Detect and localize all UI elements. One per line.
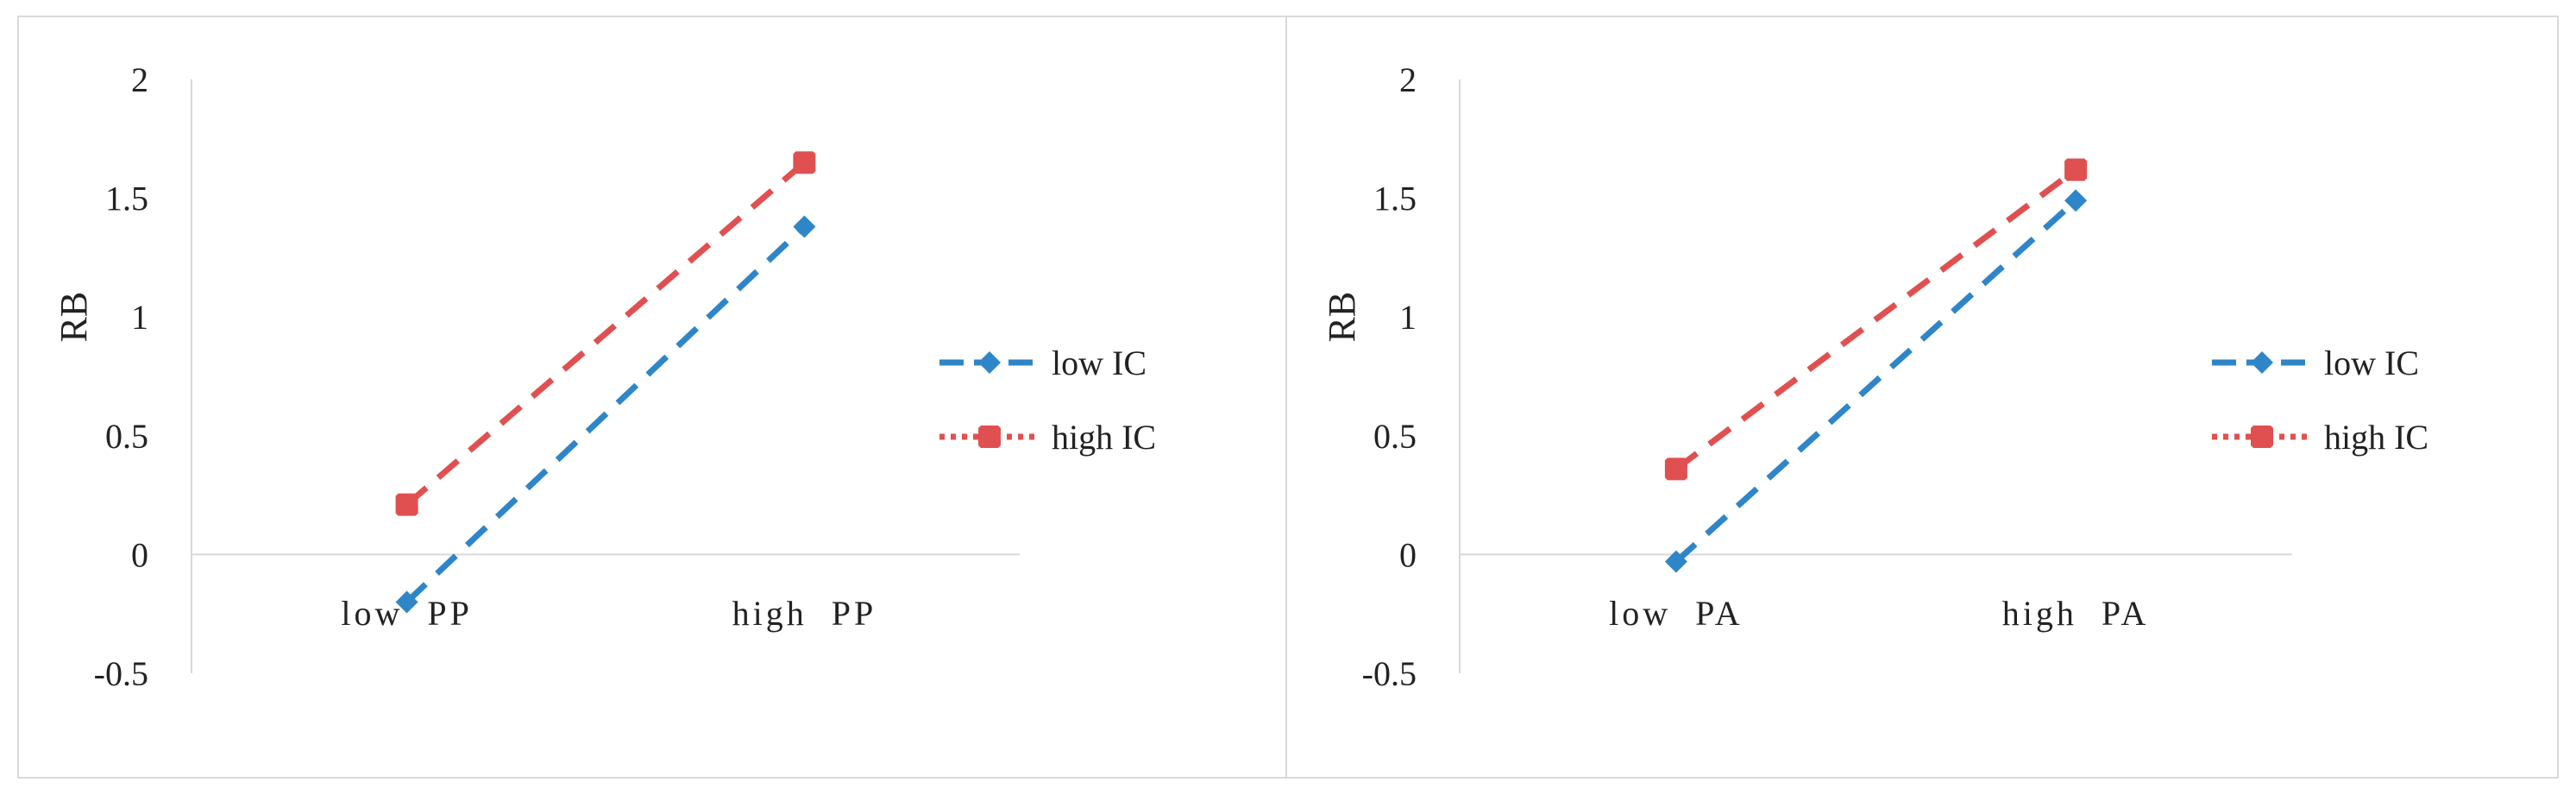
y-tick-label: 0	[131, 535, 148, 574]
legend-entry: low IC	[939, 344, 1147, 382]
legend-entry: high IC	[2212, 418, 2428, 457]
series-high-ic	[395, 151, 816, 516]
square-marker	[2064, 158, 2088, 181]
y-tick-label: 0	[1399, 535, 1417, 574]
y-tick-label: 1.5	[105, 180, 148, 218]
legend-diamond-icon	[978, 351, 1001, 374]
legend-diamond-icon	[2251, 351, 2273, 374]
legend-entry: high IC	[939, 418, 1156, 457]
y-tick-label: 1	[131, 298, 148, 337]
legend-square-icon	[2251, 426, 2273, 448]
legend-label: high IC	[1052, 418, 1156, 457]
y-tick-label: 2	[1399, 60, 1417, 99]
x-category-label: high PA	[2002, 594, 2150, 633]
square-marker	[395, 493, 418, 516]
square-marker	[793, 151, 816, 174]
chart-panel-right: -0.5 0 0.5 1 1.5 2 RB low PA high PA low IC high I…	[1285, 16, 2559, 779]
diamond-marker	[2064, 189, 2088, 212]
series-high-ic	[1664, 158, 2088, 481]
y-tick-label: 1	[1399, 298, 1417, 337]
series-low-ic	[1664, 189, 2088, 573]
y-tick-label: -0.5	[94, 654, 148, 693]
y-axis-label: RB	[53, 292, 95, 343]
series-line	[1674, 167, 2078, 472]
series-line	[1674, 198, 2078, 564]
legend-entry: low IC	[2212, 344, 2419, 382]
series-line	[405, 160, 807, 508]
y-tick-label: 1.5	[1373, 180, 1417, 218]
x-category-label: low PA	[1609, 594, 1743, 633]
y-tick-label: -0.5	[1362, 654, 1417, 693]
legend-square-icon	[978, 426, 1001, 448]
y-axis-label: RB	[1321, 292, 1363, 343]
chart-right: -0.5 0 0.5 1 1.5 2 RB low PA high PA low IC high I…	[1321, 60, 2428, 693]
series-line	[405, 224, 807, 604]
legend-label: low IC	[2324, 344, 2419, 382]
series-low-ic	[395, 215, 816, 614]
diamond-marker	[395, 590, 418, 614]
x-category-label: high PP	[732, 594, 877, 633]
diamond-marker	[1664, 550, 1687, 573]
diamond-marker	[793, 215, 816, 238]
legend-label: high IC	[2324, 418, 2428, 457]
y-tick-label: 2	[131, 60, 148, 99]
legend-label: low IC	[1052, 344, 1147, 382]
square-marker	[1664, 457, 1687, 481]
chart-panel-left: -0.5 0 0.5 1 1.5 2 RB low PP high PP low IC high I…	[17, 16, 1287, 779]
y-tick-label: 0.5	[105, 417, 148, 456]
y-tick-label: 0.5	[1373, 417, 1417, 456]
